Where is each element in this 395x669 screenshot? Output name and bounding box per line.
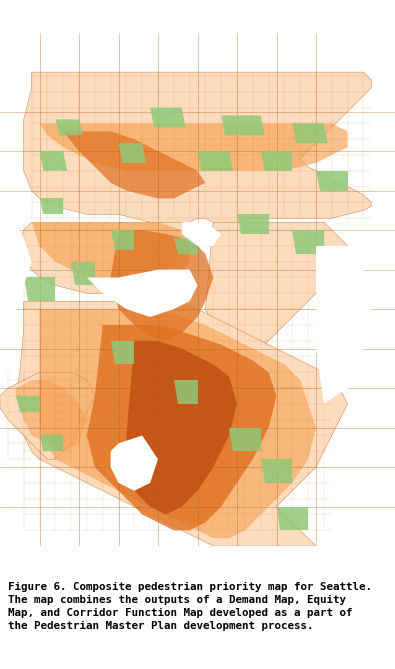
Polygon shape — [198, 151, 233, 171]
Polygon shape — [40, 199, 63, 214]
Polygon shape — [87, 270, 198, 317]
Polygon shape — [0, 372, 95, 459]
Polygon shape — [229, 427, 261, 452]
Polygon shape — [126, 341, 237, 514]
Polygon shape — [182, 222, 221, 246]
Text: Figure 6. Composite pedestrian priority map for Seattle.
The map combines the ou: Figure 6. Composite pedestrian priority … — [8, 582, 372, 631]
Polygon shape — [63, 131, 205, 199]
Polygon shape — [292, 230, 324, 254]
Polygon shape — [174, 238, 198, 254]
Polygon shape — [111, 230, 213, 341]
Polygon shape — [20, 222, 198, 293]
Polygon shape — [24, 278, 55, 301]
Polygon shape — [221, 116, 265, 135]
Polygon shape — [16, 380, 87, 452]
Polygon shape — [237, 214, 269, 234]
Polygon shape — [87, 325, 276, 531]
Polygon shape — [40, 124, 348, 171]
Polygon shape — [55, 120, 83, 135]
Polygon shape — [32, 222, 190, 286]
Polygon shape — [40, 309, 316, 538]
Polygon shape — [261, 459, 292, 483]
Polygon shape — [111, 436, 158, 491]
Polygon shape — [276, 506, 308, 531]
Polygon shape — [40, 436, 63, 452]
Polygon shape — [118, 143, 146, 163]
Polygon shape — [261, 151, 292, 171]
Polygon shape — [0, 222, 32, 349]
Polygon shape — [16, 301, 348, 546]
Polygon shape — [111, 230, 134, 250]
Polygon shape — [316, 246, 371, 404]
Polygon shape — [40, 151, 67, 171]
Polygon shape — [111, 341, 134, 365]
Polygon shape — [24, 72, 371, 222]
Polygon shape — [316, 171, 348, 191]
Polygon shape — [0, 33, 395, 546]
Polygon shape — [292, 124, 328, 143]
Polygon shape — [71, 262, 95, 286]
Polygon shape — [205, 222, 348, 353]
Polygon shape — [150, 108, 186, 127]
Polygon shape — [174, 380, 198, 404]
Polygon shape — [16, 396, 40, 412]
